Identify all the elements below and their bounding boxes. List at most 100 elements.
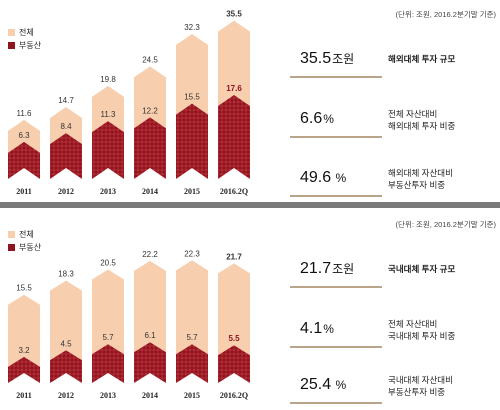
- data-label-real-estate-2015: 15.5: [184, 93, 200, 102]
- data-label-total-2012: 18.3: [58, 270, 74, 279]
- metric-value: 49.6 %: [300, 169, 346, 187]
- data-label-total-2011: 15.5: [16, 284, 32, 293]
- data-label-total-2012: 14.7: [58, 96, 74, 105]
- metric-unit: %: [323, 322, 334, 336]
- category-label-2012: 2012: [58, 391, 74, 400]
- data-label-total-2015: 22.3: [184, 249, 200, 258]
- desc-line: 국내대체 투자 비중: [388, 331, 456, 341]
- metric-description: 해외대체 투자 규모: [388, 54, 456, 64]
- category-label-2013: 2013: [100, 187, 116, 196]
- data-label-real-estate-2014: 6.1: [144, 331, 156, 340]
- domestic-panel: 15.5 3.2 2011 18.3 4.5 2012 20.5 5.7 2013 22.2 6.1…: [0, 208, 500, 410]
- metric-underline: [290, 346, 382, 348]
- data-label-real-estate-2012: 8.4: [60, 122, 72, 131]
- data-label-total-2011: 11.6: [17, 109, 33, 118]
- metric-unit: %: [323, 112, 334, 126]
- bar-real-estate-2012: [50, 133, 82, 179]
- bar-real-estate-2013: [92, 121, 124, 179]
- data-label-total-2016.2Q: 21.7: [226, 252, 242, 261]
- bar-real-estate-2014: [134, 117, 166, 179]
- category-label-2013: 2013: [100, 391, 116, 400]
- category-label-2012: 2012: [58, 187, 74, 196]
- bar-real-estate-2014: [134, 342, 166, 383]
- legend: 전체 부동산: [8, 26, 41, 52]
- category-label-2014: 2014: [142, 391, 158, 400]
- category-label-2016.2Q: 2016.2Q: [220, 391, 248, 400]
- legend-real-estate-swatch: [8, 244, 15, 251]
- bar-real-estate-2016.2Q: [218, 94, 250, 179]
- data-label-real-estate-2016.2Q: 5.5: [228, 334, 240, 343]
- metric-value: 25.4 %: [300, 376, 346, 394]
- metric-underline: [290, 76, 382, 78]
- desc-line: 해외대체 자산대비: [388, 168, 453, 178]
- metric-unit: %: [332, 171, 347, 185]
- data-label-real-estate-2013: 11.3: [101, 110, 117, 119]
- metric-number: 25.4: [300, 376, 332, 393]
- data-label-total-2013: 20.5: [100, 258, 116, 267]
- desc-line: 해외대체 투자 비중: [388, 121, 456, 131]
- bar-real-estate-2012: [50, 350, 82, 383]
- bar-real-estate-2013: [92, 344, 124, 383]
- category-label-2015: 2015: [184, 391, 200, 400]
- data-label-total-2015: 32.3: [184, 23, 200, 32]
- unit-note: (단위: 조원, 2016.2분기말 기준): [395, 220, 496, 229]
- metric-underline: [290, 195, 382, 197]
- metric-number: 35.5: [300, 50, 332, 67]
- bar-real-estate-2011: [8, 141, 40, 179]
- legend-total-label: 전체: [19, 230, 34, 239]
- data-label-total-2016.2Q: 35.5: [226, 10, 242, 19]
- metric-number: 49.6: [300, 169, 332, 186]
- data-label-real-estate-2014: 12.2: [142, 106, 158, 115]
- legend-total-label: 전체: [19, 28, 34, 37]
- desc-line: 부동산투자 비중: [388, 180, 446, 190]
- data-label-total-2014: 22.2: [142, 250, 158, 259]
- legend-total-swatch: [8, 29, 15, 36]
- metric-unit: %: [332, 378, 347, 392]
- overseas-investment-chart: 11.6 6.3 2011 14.7 8.4 2012 19.8 11.3 2013 24.5 12…: [8, 10, 250, 196]
- category-label-2014: 2014: [142, 187, 158, 196]
- metric-value: 35.5조원: [300, 50, 354, 68]
- desc-line: 국내대체 자산대비: [388, 375, 453, 385]
- metric-value: 21.7조원: [300, 260, 354, 278]
- category-label-2015: 2015: [184, 187, 200, 196]
- legend: 전체 부동산: [8, 228, 41, 254]
- data-label-total-2014: 24.5: [142, 55, 158, 64]
- bar-real-estate-2016.2Q: [218, 345, 250, 383]
- desc-line: 전체 자산대비: [388, 319, 438, 329]
- category-label-2011: 2011: [16, 391, 32, 400]
- metric-domestic-size: 21.7조원 국내대체 투자 규모: [270, 254, 495, 294]
- metric-value: 4.1%: [300, 320, 334, 338]
- metric-number: 6.6: [300, 110, 323, 127]
- legend-real-estate-label: 부동산: [19, 41, 42, 50]
- bar-real-estate-2015: [176, 103, 208, 179]
- bar-total-2011: [8, 294, 40, 383]
- data-label-real-estate-2015: 5.7: [186, 333, 198, 342]
- category-label-2016.2Q: 2016.2Q: [220, 187, 248, 196]
- data-label-real-estate-2016.2Q: 17.6: [226, 84, 242, 93]
- metric-overseas-size: 35.5조원 해외대체 투자 규모: [270, 44, 495, 84]
- legend-total-swatch: [8, 231, 15, 238]
- data-label-total-2013: 19.8: [100, 75, 116, 84]
- metric-number: 21.7: [300, 260, 332, 277]
- metric-underline: [290, 286, 382, 288]
- metric-description: 국내대체 투자 규모: [388, 264, 456, 274]
- metric-underline: [290, 402, 382, 404]
- metric-value: 6.6%: [300, 110, 334, 128]
- metric-number: 4.1: [300, 320, 323, 337]
- panel-divider: [0, 202, 500, 208]
- metric-unit: 조원: [332, 262, 355, 276]
- data-label-real-estate-2012: 4.5: [60, 339, 72, 348]
- data-label-real-estate-2013: 5.7: [102, 333, 114, 342]
- desc-line: 부동산투자 비중: [388, 387, 446, 397]
- bar-real-estate-2011: [8, 356, 40, 383]
- metric-unit: 조원: [332, 52, 355, 66]
- desc-line: 전체 자산대비: [388, 109, 438, 119]
